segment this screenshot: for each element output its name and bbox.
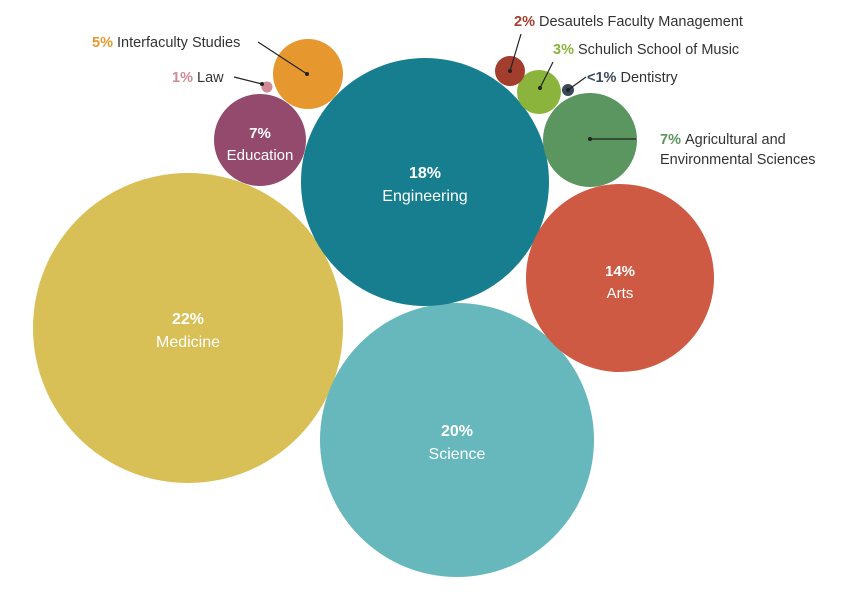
- bubble-medicine: [33, 173, 343, 483]
- leader-dot-interfaculty-studies: [305, 72, 309, 76]
- bubble-name-engineering: Engineering: [382, 188, 467, 205]
- callout-label-desautels-faculty-management: 2% Desautels Faculty Management: [514, 14, 743, 30]
- leader-dot-agricultural-and-environmental-sciences: [588, 137, 592, 141]
- bubble-percent-engineering: 18%: [409, 165, 441, 182]
- bubble-percent-arts: 14%: [605, 263, 635, 280]
- bubble-engineering: [301, 58, 549, 306]
- callout-label-schulich-school-of-music: 3% Schulich School of Music: [553, 42, 739, 58]
- leader-line-dentistry: [567, 76, 587, 91]
- bubble-name-arts: Arts: [607, 285, 634, 302]
- bubble-arts: [526, 184, 714, 372]
- leader-dot-desautels-faculty-management: [508, 69, 512, 73]
- bubble-science: [320, 303, 594, 577]
- callout-label-dentistry: <1% Dentistry: [587, 70, 678, 86]
- bubble-law: [261, 81, 273, 93]
- bubble-name-medicine: Medicine: [156, 334, 220, 351]
- bubble-percent-medicine: 22%: [172, 311, 204, 328]
- callout-label-law: 1% Law: [172, 70, 224, 86]
- callout-label-agricultural-and-environmental-sciences: 7% Agricultural and: [660, 132, 786, 148]
- leader-dot-schulich-school-of-music: [538, 86, 542, 90]
- leader-line-desautels-faculty-management: [509, 33, 522, 72]
- callout-label-line-agricultural-and-environmental-sciences: Environmental Sciences: [660, 152, 816, 168]
- callout-label-interfaculty-studies: 5% Interfaculty Studies: [92, 35, 240, 51]
- leader-dot-dentistry: [566, 88, 570, 92]
- bubble-education: [214, 94, 306, 186]
- leader-line-interfaculty-studies: [257, 41, 308, 75]
- bubble-percent-education: 7%: [249, 125, 271, 142]
- bubble-name-science: Science: [429, 446, 486, 463]
- leader-dot-law: [260, 82, 264, 86]
- leader-line-schulich-school-of-music: [539, 61, 554, 89]
- bubble-schulich-school-of-music: [517, 70, 561, 114]
- bubble-name-education: Education: [227, 147, 294, 164]
- leader-line-law: [233, 76, 263, 85]
- bubble-percent-science: 20%: [441, 423, 473, 440]
